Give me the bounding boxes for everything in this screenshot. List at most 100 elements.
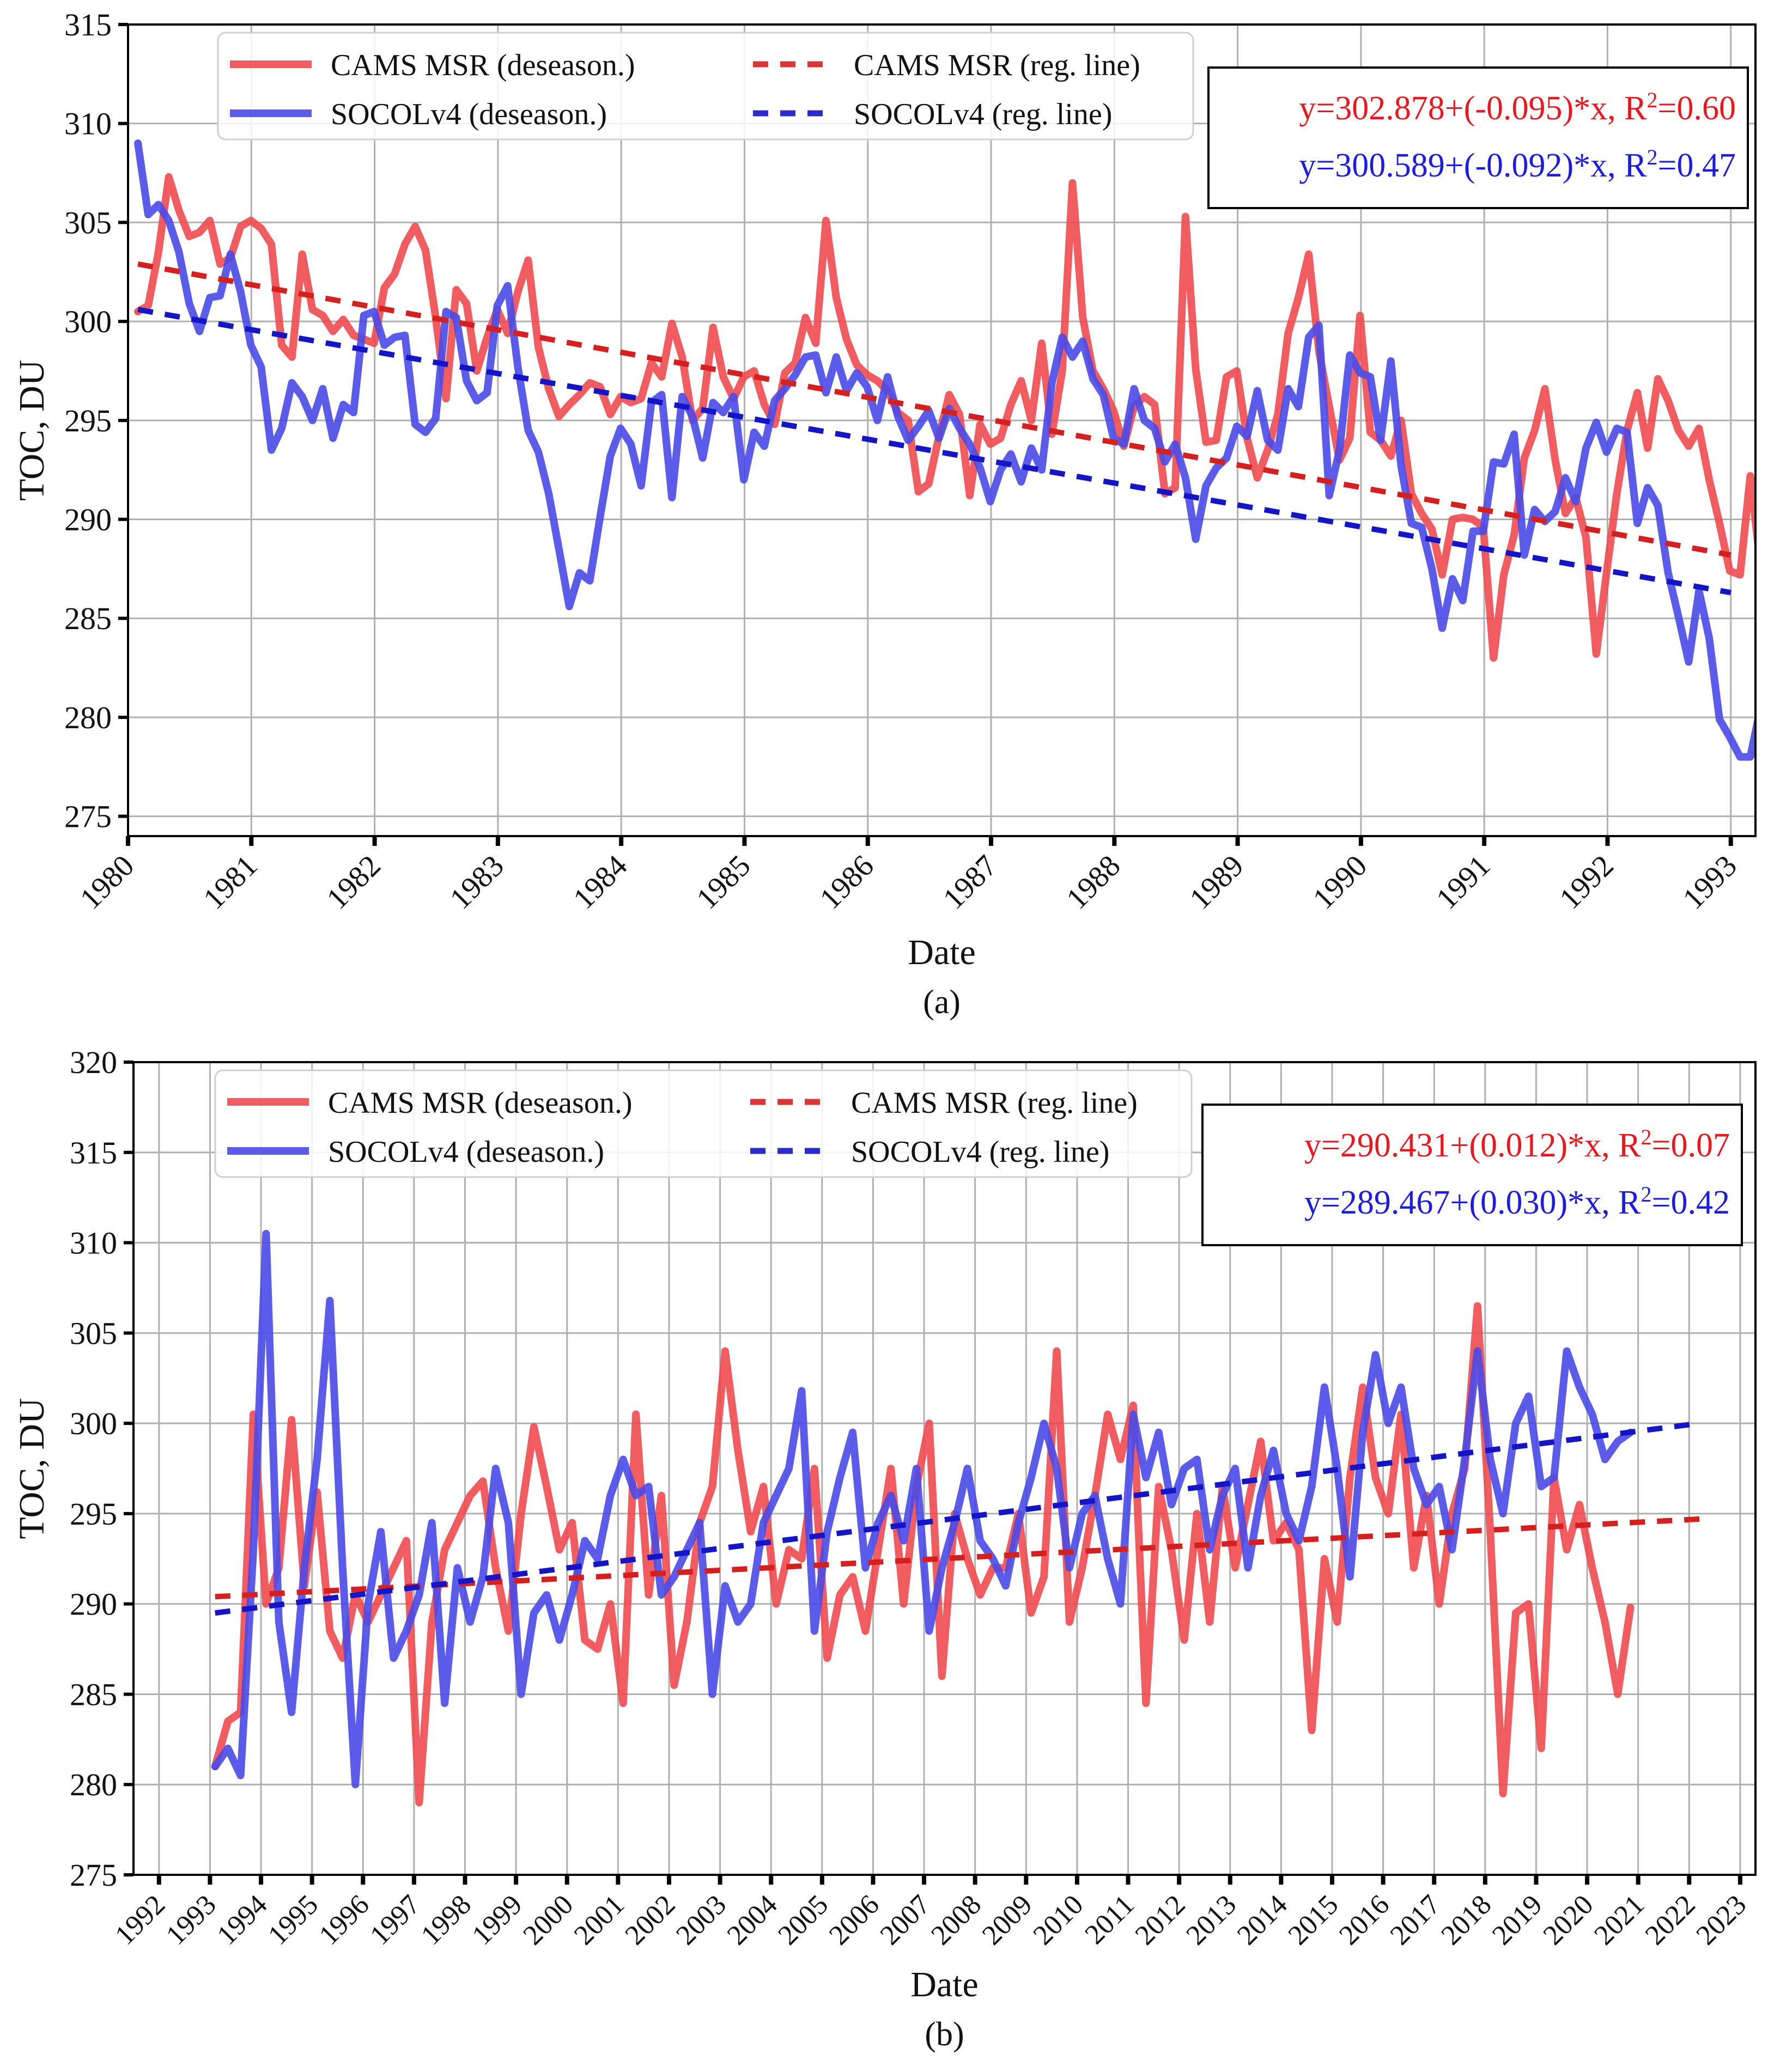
series-group bbox=[211, 1230, 1700, 1807]
x-tick-label: 2002 bbox=[619, 1889, 682, 1951]
regression-equation: y=302.878+(-0.095)*x, R2=0.60 bbox=[1299, 88, 1736, 127]
socolv4-deseason-line bbox=[211, 1230, 1635, 1789]
x-tick-label: 1991 bbox=[1430, 849, 1497, 916]
legend-box bbox=[217, 32, 1194, 141]
y-tick-label: 290 bbox=[64, 502, 112, 538]
plot-frame bbox=[127, 23, 1757, 837]
y-tick-label: 300 bbox=[70, 1406, 117, 1441]
x-tick-label: 1980 bbox=[74, 849, 141, 916]
x-tick-label: 2006 bbox=[823, 1889, 885, 1951]
x-tick-label: 1996 bbox=[313, 1889, 375, 1951]
series-group bbox=[134, 139, 1755, 761]
x-tick-label: 2015 bbox=[1283, 1889, 1345, 1951]
cams-msr-deseason-line bbox=[211, 1302, 1635, 1807]
x-tick-label: 2018 bbox=[1435, 1889, 1497, 1951]
x-tick-label: 2003 bbox=[670, 1889, 732, 1951]
x-tick-label: 1993 bbox=[160, 1889, 222, 1951]
y-tick-label: 305 bbox=[70, 1315, 117, 1351]
y-tick-label: 285 bbox=[70, 1677, 117, 1712]
x-axis-label: Date bbox=[908, 933, 976, 972]
x-tick-label: 2010 bbox=[1028, 1889, 1090, 1951]
y-tick-label: 290 bbox=[70, 1587, 117, 1622]
socolv4-deseason-line bbox=[134, 139, 1755, 761]
x-tick-label: 1992 bbox=[1553, 849, 1620, 916]
y-tick-label: 310 bbox=[70, 1226, 117, 1261]
x-tick-label: 2014 bbox=[1231, 1889, 1293, 1951]
equations-frame bbox=[1201, 1104, 1743, 1246]
legend-label: CAMS MSR (deseason.) bbox=[328, 1086, 632, 1120]
legend: CAMS MSR (deseason.) SOCOLv4 (deseason.) C… bbox=[214, 1069, 1193, 1178]
equations-box: y=290.431+(0.012)*x, R2=0.07 y=289.467+(0… bbox=[1201, 1104, 1743, 1246]
x-tick-label: 2008 bbox=[925, 1889, 987, 1951]
x-tick-label: 2005 bbox=[772, 1889, 834, 1951]
legend-label: SOCOLv4 (reg. line) bbox=[854, 97, 1112, 131]
x-tick-label: 2009 bbox=[976, 1889, 1038, 1951]
panel-label: (b) bbox=[925, 2016, 964, 2053]
y-tick-label: 285 bbox=[64, 601, 112, 636]
y-tick-label: 275 bbox=[70, 1857, 117, 1893]
x-tick-label: 2000 bbox=[517, 1889, 579, 1951]
x-tick-label: 1987 bbox=[937, 849, 1004, 916]
x-tick-label: 1993 bbox=[1676, 849, 1743, 916]
socolv4-regression-line bbox=[137, 307, 1731, 595]
x-tick-label: 1999 bbox=[466, 1889, 528, 1951]
x-tick-label: 1981 bbox=[197, 849, 264, 916]
x-tick-label: 2004 bbox=[721, 1889, 783, 1951]
x-tick-label: 1995 bbox=[262, 1889, 324, 1951]
x-tick-label: 1984 bbox=[567, 849, 634, 916]
x-tick-label: 1982 bbox=[320, 849, 387, 916]
x-tick-label: 2001 bbox=[568, 1889, 630, 1951]
equations-frame bbox=[1207, 66, 1749, 209]
x-tick-label: 1998 bbox=[415, 1889, 477, 1951]
chart-panel-b: 2752802852902953003053103153201992199319… bbox=[12, 1045, 1757, 2053]
y-tick-label: 305 bbox=[64, 205, 112, 240]
legend-label: SOCOLv4 (reg. line) bbox=[851, 1135, 1109, 1169]
x-tick-label: 1994 bbox=[211, 1889, 274, 1951]
legend-label: CAMS MSR (reg. line) bbox=[854, 48, 1140, 82]
x-axis-label: Date bbox=[910, 1965, 979, 2004]
x-tick-label: 1990 bbox=[1307, 849, 1374, 916]
y-tick-label: 295 bbox=[64, 403, 112, 438]
y-axis-label: TOC, DU bbox=[12, 1398, 52, 1539]
x-tick-label: 1989 bbox=[1183, 849, 1250, 916]
cams-msr-deseason-line bbox=[134, 173, 1755, 662]
chart-panel-a: 275 280 285 290 295 300 305 310 315 1980 1981 1982 1… bbox=[12, 7, 1757, 1021]
cams-msr-regression-line bbox=[137, 261, 1731, 558]
y-tick-label: 320 bbox=[70, 1045, 117, 1080]
x-tick-label: 2017 bbox=[1384, 1889, 1447, 1951]
y-tick-label: 310 bbox=[64, 106, 112, 142]
regression-equation: y=289.467+(0.030)*x, R2=0.42 bbox=[1304, 1182, 1730, 1222]
x-tick-label: 1986 bbox=[813, 849, 880, 916]
y-tick-label: 300 bbox=[64, 304, 112, 339]
panel-label: (a) bbox=[923, 984, 961, 1021]
y-tick-label: 315 bbox=[64, 7, 112, 42]
regression-equation: y=300.589+(-0.092)*x, R2=0.47 bbox=[1299, 145, 1736, 185]
legend-box bbox=[214, 1069, 1193, 1178]
x-tick-label: 1985 bbox=[690, 849, 757, 916]
x-tick-label: 2012 bbox=[1129, 1889, 1192, 1951]
legend-label: SOCOLv4 (deseason.) bbox=[331, 97, 607, 131]
x-tick-label: 2023 bbox=[1691, 1889, 1753, 1951]
socolv4-regression-line bbox=[215, 1421, 1700, 1616]
x-tick-label: 2019 bbox=[1486, 1889, 1548, 1951]
y-tick-label: 280 bbox=[70, 1767, 117, 1802]
x-tick-label: 1997 bbox=[364, 1889, 427, 1951]
equations-box: y=302.878+(-0.095)*x, R2=0.60 y=300.589+(… bbox=[1207, 66, 1749, 209]
plot-frame bbox=[132, 1061, 1757, 1876]
regression-equation: y=290.431+(0.012)*x, R2=0.07 bbox=[1304, 1125, 1730, 1165]
x-tick-label: 2022 bbox=[1639, 1889, 1702, 1951]
y-tick-label: 275 bbox=[64, 799, 112, 834]
x-tick-label: 2021 bbox=[1588, 1889, 1650, 1951]
y-tick-label: 315 bbox=[70, 1135, 117, 1171]
legend-label: SOCOLv4 (deseason.) bbox=[328, 1135, 604, 1169]
legend-label: CAMS MSR (reg. line) bbox=[851, 1086, 1138, 1120]
x-tick-label: 2020 bbox=[1538, 1889, 1600, 1951]
x-tick-label: 1992 bbox=[109, 1889, 171, 1951]
y-axis-label: TOC, DU bbox=[12, 359, 52, 501]
y-tick-label: 295 bbox=[70, 1496, 117, 1532]
x-tick-label: 2007 bbox=[874, 1889, 937, 1951]
x-tick-label: 2016 bbox=[1333, 1889, 1395, 1951]
x-tick-label: 2011 bbox=[1079, 1889, 1140, 1950]
x-tick-label: 1983 bbox=[443, 849, 511, 916]
